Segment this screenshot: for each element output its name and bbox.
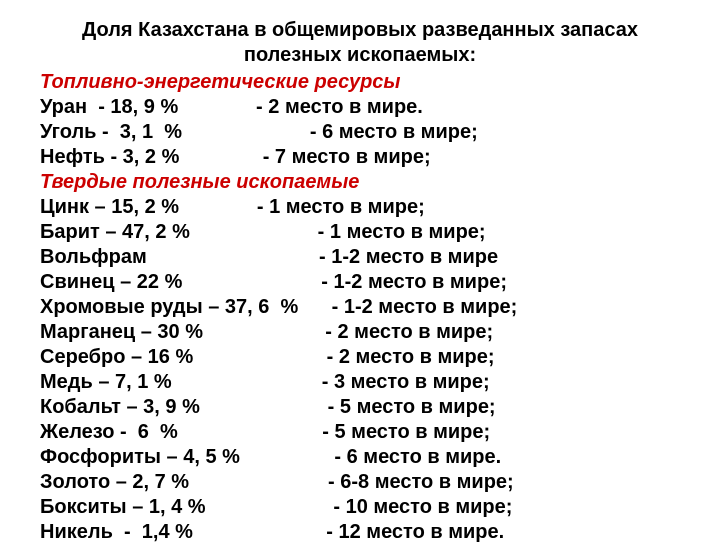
- resource-row: Уголь - 3, 1 % - 6 место в мире;: [40, 120, 680, 145]
- title-line-1: Доля Казахстана в общемировых разведанны…: [82, 19, 638, 41]
- title-line-2: полезных ископаемых:: [244, 44, 476, 66]
- section-header-1: Топливно-энергетические ресурсы: [40, 70, 680, 95]
- resource-row: Хромовые руды – 37, 6 % - 1-2 место в ми…: [40, 295, 680, 320]
- resource-row: Вольфрам - 1-2 место в мире: [40, 245, 680, 270]
- resource-row: Свинец – 22 % - 1-2 место в мире;: [40, 270, 680, 295]
- resource-row: Железо - 6 % - 5 место в мире;: [40, 420, 680, 445]
- resource-row: Серебро – 16 % - 2 место в мире;: [40, 345, 680, 370]
- resource-row: Медь – 7, 1 % - 3 место в мире;: [40, 370, 680, 395]
- resource-row: Бокситы – 1, 4 % - 10 место в мире;: [40, 495, 680, 520]
- resource-row: Никель - 1,4 % - 12 место в мире.: [40, 520, 680, 545]
- section-header-2: Твердые полезные ископаемые: [40, 170, 680, 195]
- resource-row: Нефть - 3, 2 % - 7 место в мире;: [40, 145, 680, 170]
- slide-title: Доля Казахстана в общемировых разведанны…: [40, 18, 680, 68]
- slide-content: Доля Казахстана в общемировых разведанны…: [0, 0, 720, 545]
- resource-row: Барит – 47, 2 % - 1 место в мире;: [40, 220, 680, 245]
- resource-row: Марганец – 30 % - 2 место в мире;: [40, 320, 680, 345]
- resource-row: Уран - 18, 9 % - 2 место в мире.: [40, 95, 680, 120]
- resource-row: Цинк – 15, 2 % - 1 место в мире;: [40, 195, 680, 220]
- resource-row: Золото – 2, 7 % - 6-8 место в мире;: [40, 470, 680, 495]
- resource-row: Фосфориты – 4, 5 % - 6 место в мире.: [40, 445, 680, 470]
- resource-row: Кобальт – 3, 9 % - 5 место в мире;: [40, 395, 680, 420]
